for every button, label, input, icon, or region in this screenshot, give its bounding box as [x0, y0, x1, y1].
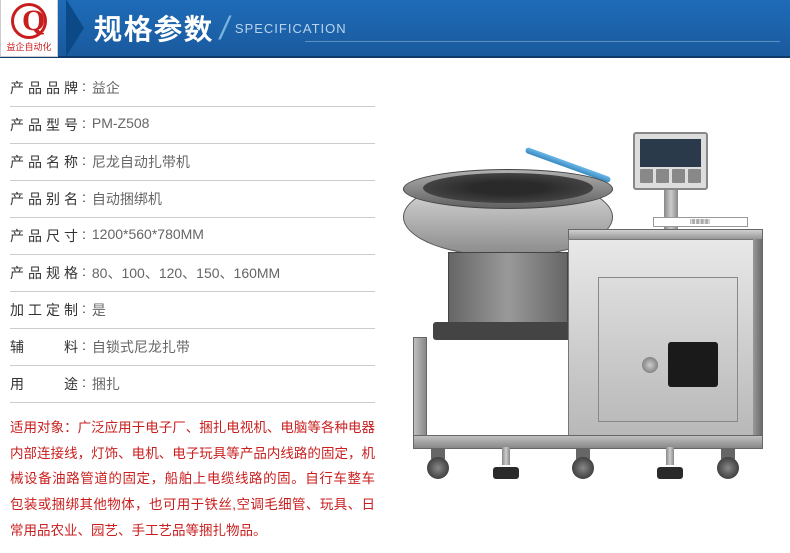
control-screen [633, 132, 708, 190]
platform-barcode: ||||||||||||||| [653, 217, 748, 227]
spec-label: 用 途 [10, 374, 82, 394]
bowl-pedestal [448, 252, 568, 327]
spec-row: 产品名称:尼龙自动扎带机 [10, 144, 375, 181]
spec-value: 益企 [92, 78, 375, 98]
spec-label: 加工定制 [10, 300, 82, 320]
bowl-inner [423, 173, 593, 203]
leveling-foot [657, 447, 683, 479]
spec-value: 捆扎 [92, 374, 375, 394]
machine-illustration: ||||||||||||||| [393, 117, 773, 517]
spec-row: 产品规格:80、100、120、150、160MM [10, 255, 375, 292]
header-separator [66, 0, 84, 57]
logo-letter: Q [22, 4, 45, 38]
caster-wheel [568, 449, 598, 479]
spec-value: 自动捆绑机 [92, 189, 375, 209]
screen-buttons [640, 169, 701, 183]
spec-value: 自锁式尼龙扎带 [92, 337, 375, 357]
spec-value: 1200*560*780MM [92, 226, 375, 246]
specs-table: 产品品牌:益企产品型号:PM-Z508产品名称:尼龙自动扎带机产品别名:自动捆绑… [10, 70, 375, 543]
logo-box: Q 益企自动化 [0, 0, 58, 57]
logo-text: 益企自动化 [6, 40, 51, 53]
description-text: 适用对象：广泛应用于电子厂、捆扎电视机、电脑等各种电器内部连接线，灯饰、电机、电… [10, 415, 375, 543]
logo-circle: Q [11, 3, 47, 39]
spec-label: 产品规格 [10, 263, 82, 283]
caster-wheel [713, 449, 743, 479]
frame-left [413, 337, 427, 437]
header-bar: Q 益企自动化 规格参数 / SPECIFICATION [0, 0, 790, 58]
spec-value: PM-Z508 [92, 115, 375, 135]
spec-row: 产品品牌:益企 [10, 70, 375, 107]
spec-row: 产品尺寸:1200*560*780MM [10, 218, 375, 255]
header-line [305, 41, 780, 42]
caster-wheel [423, 449, 453, 479]
cabinet-side [753, 239, 763, 437]
header-slash: / [220, 10, 229, 47]
header-title-en: SPECIFICATION [235, 21, 347, 36]
spec-row: 产品型号:PM-Z508 [10, 107, 375, 144]
spec-label: 产品别名 [10, 189, 82, 209]
content-area: 产品品牌:益企产品型号:PM-Z508产品名称:尼龙自动扎带机产品别名:自动捆绑… [0, 58, 790, 553]
spec-row: 产品别名:自动捆绑机 [10, 181, 375, 218]
spec-row: 加工定制:是 [10, 292, 375, 329]
pedestal-base [433, 322, 583, 340]
spec-label: 产品型号 [10, 115, 82, 135]
spec-value: 是 [92, 300, 375, 320]
spec-label: 产品品牌 [10, 78, 82, 98]
frame-bottom [413, 435, 763, 449]
spec-label: 产品名称 [10, 152, 82, 172]
screen-display [640, 139, 701, 167]
product-image-area: ||||||||||||||| [385, 70, 780, 543]
cabinet-vent [668, 342, 718, 387]
spec-row: 用 途:捆扎 [10, 366, 375, 403]
spec-value: 尼龙自动扎带机 [92, 152, 375, 172]
spec-row: 辅 料:自锁式尼龙扎带 [10, 329, 375, 366]
cabinet-knob [642, 357, 658, 373]
header-title-zh: 规格参数 [94, 8, 214, 48]
leveling-foot [493, 447, 519, 479]
spec-label: 辅 料 [10, 337, 82, 357]
spec-label: 产品尺寸 [10, 226, 82, 246]
spec-value: 80、100、120、150、160MM [92, 263, 375, 283]
